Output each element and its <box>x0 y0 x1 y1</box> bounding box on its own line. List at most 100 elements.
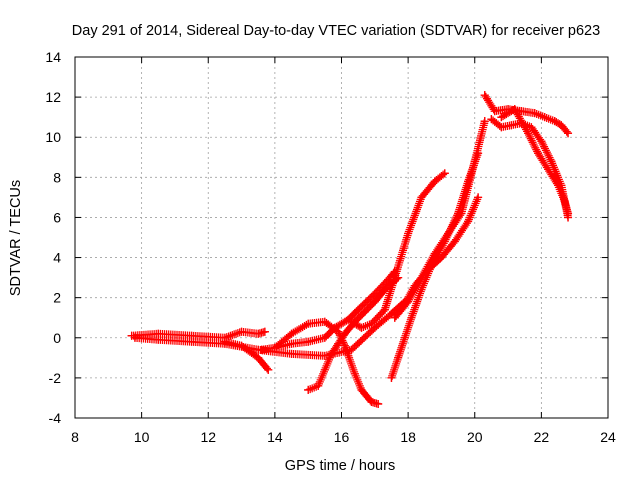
data-point <box>264 365 273 374</box>
data-point <box>394 353 403 362</box>
plus-markers <box>390 117 489 322</box>
data-point <box>320 317 329 326</box>
data-point <box>524 129 533 138</box>
data-point <box>354 305 363 314</box>
x-tick-label: 10 <box>134 429 150 445</box>
data-point <box>357 323 366 332</box>
data-point <box>237 341 246 350</box>
data-point <box>464 217 473 226</box>
data-point <box>444 229 453 238</box>
data-point <box>344 315 353 324</box>
data-point <box>540 113 549 122</box>
series-track-9 <box>390 117 489 322</box>
data-point <box>404 229 413 238</box>
data-point <box>287 349 296 358</box>
data-point <box>367 397 376 406</box>
data-point <box>400 333 409 342</box>
y-tick-label: 14 <box>45 49 61 65</box>
data-point <box>304 385 313 394</box>
data-point <box>287 329 296 338</box>
series-track-7 <box>347 169 449 332</box>
data-point <box>557 121 566 130</box>
data-point <box>260 327 269 336</box>
data-point <box>550 117 559 126</box>
data-point <box>357 385 366 394</box>
data-points <box>127 91 573 408</box>
plus-markers <box>257 267 399 354</box>
data-point <box>390 273 399 282</box>
data-point <box>507 121 516 130</box>
data-point <box>564 129 573 138</box>
data-point <box>437 253 446 262</box>
data-point <box>367 319 376 328</box>
x-tick-label: 8 <box>71 429 79 445</box>
plus-markers <box>220 337 273 374</box>
data-point <box>370 323 379 332</box>
x-tick-label: 12 <box>200 429 216 445</box>
series-track-10 <box>397 193 483 314</box>
y-axis-label: SDTVAR / TECUs <box>8 180 24 296</box>
data-point <box>487 115 496 124</box>
data-point <box>440 169 449 178</box>
data-point <box>470 157 479 166</box>
data-point <box>410 281 419 290</box>
data-point <box>304 319 313 328</box>
y-tick-label: 2 <box>53 290 61 306</box>
x-tick-label: 18 <box>400 429 416 445</box>
data-point <box>417 285 426 294</box>
data-point <box>237 327 246 336</box>
y-tick-label: -2 <box>49 370 62 386</box>
data-point <box>564 209 573 218</box>
data-point <box>334 327 343 336</box>
data-point <box>554 181 563 190</box>
data-point <box>480 117 489 126</box>
data-point <box>407 313 416 322</box>
x-tick-label: 16 <box>334 429 350 445</box>
y-tick-label: 6 <box>53 209 61 225</box>
data-point <box>220 337 229 346</box>
data-point <box>287 339 296 348</box>
y-tick-label: -4 <box>49 410 62 426</box>
x-tick-label: 20 <box>467 429 483 445</box>
data-point <box>390 313 399 322</box>
data-point <box>254 353 263 362</box>
data-point <box>397 305 406 314</box>
data-point <box>387 373 396 382</box>
data-point <box>130 333 139 342</box>
data-point <box>547 157 556 166</box>
data-point <box>480 91 489 100</box>
y-tick-label: 12 <box>45 89 61 105</box>
data-point <box>560 197 569 206</box>
data-point <box>537 137 546 146</box>
data-point <box>334 339 343 348</box>
data-point <box>374 399 383 408</box>
y-tick-label: 10 <box>45 129 61 145</box>
x-axis-label: GPS time / hours <box>285 458 395 474</box>
x-tick-label: 22 <box>534 429 550 445</box>
y-tick-label: 0 <box>53 330 61 346</box>
data-point <box>510 105 519 114</box>
data-point <box>257 345 266 354</box>
data-point <box>430 177 439 186</box>
data-point <box>380 305 389 314</box>
data-point <box>350 369 359 378</box>
data-point <box>450 237 459 246</box>
series-track-6 <box>304 273 403 394</box>
series-track-5 <box>270 317 383 408</box>
y-tick-label: 4 <box>53 250 61 266</box>
data-point <box>270 343 279 352</box>
data-point <box>360 307 369 316</box>
series-track-13 <box>497 105 573 218</box>
series-track-4 <box>257 267 399 354</box>
x-tick-label: 14 <box>267 429 283 445</box>
y-tick-label: 8 <box>53 169 61 185</box>
data-point <box>474 193 483 202</box>
data-point <box>254 329 263 338</box>
data-point <box>314 381 323 390</box>
data-point <box>497 123 506 132</box>
data-point <box>187 337 196 346</box>
data-point <box>320 365 329 374</box>
data-point <box>320 333 329 342</box>
